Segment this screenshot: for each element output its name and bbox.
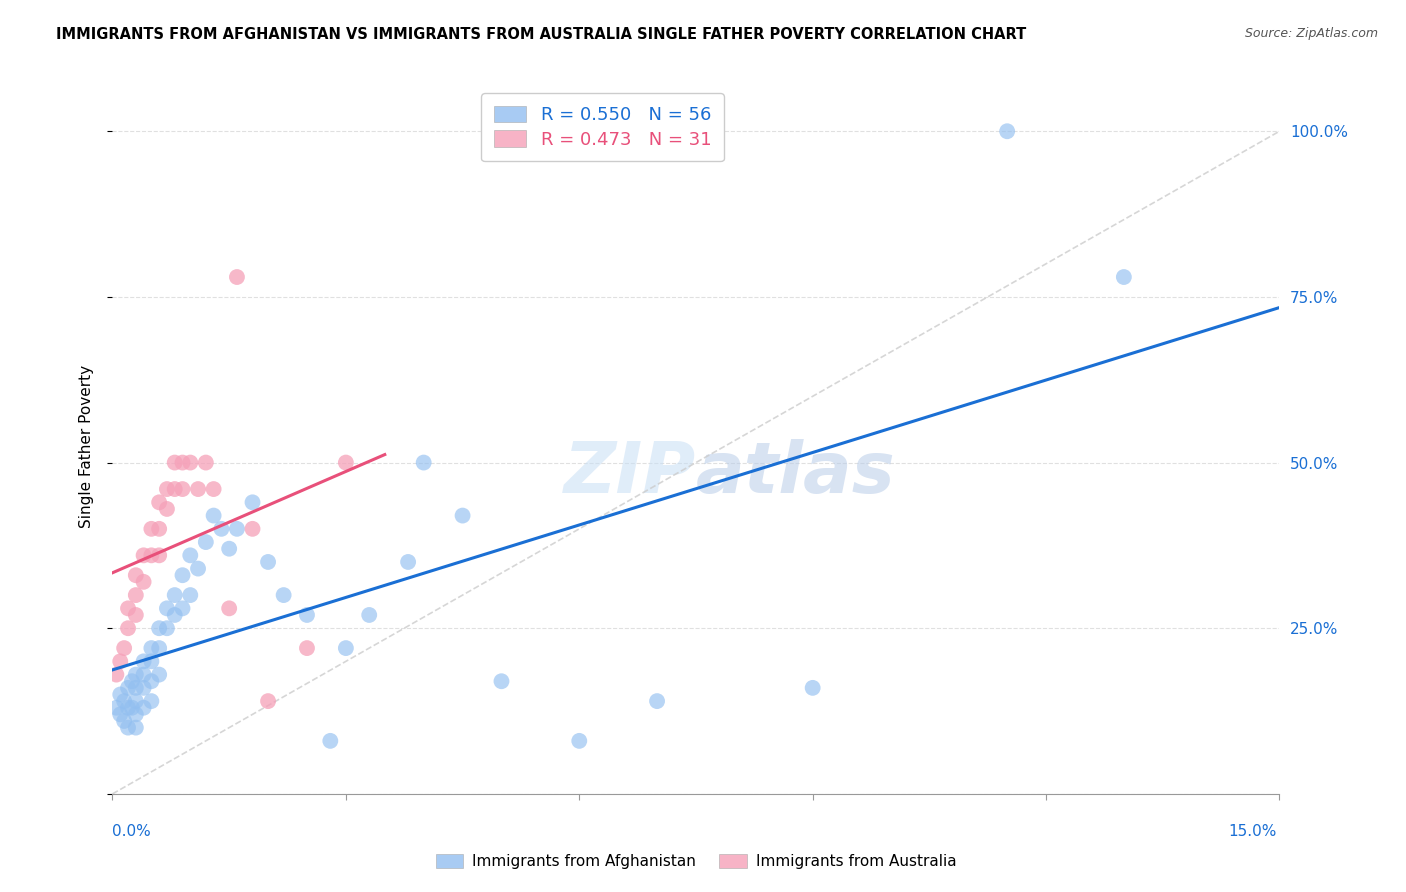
Point — [110, 654, 132, 668]
Point — [163, 588, 186, 602]
Point — [995, 124, 1018, 138]
Point — [141, 654, 163, 668]
Point — [319, 734, 342, 748]
Text: 0.0%: 0.0% — [112, 824, 152, 838]
Point — [112, 694, 135, 708]
Point — [156, 601, 179, 615]
Point — [273, 588, 295, 602]
Point — [132, 700, 155, 714]
Point — [112, 714, 135, 728]
Text: IMMIGRANTS FROM AFGHANISTAN VS IMMIGRANTS FROM AUSTRALIA SINGLE FATHER POVERTY C: IMMIGRANTS FROM AFGHANISTAN VS IMMIGRANT… — [56, 27, 1026, 42]
Point — [801, 681, 824, 695]
Point — [218, 601, 240, 615]
Point — [226, 270, 249, 285]
Point — [412, 456, 434, 470]
Point — [163, 607, 186, 622]
Point — [209, 522, 232, 536]
Point — [125, 681, 148, 695]
Point — [117, 601, 139, 615]
Point — [257, 555, 280, 569]
Point — [132, 654, 155, 668]
Point — [156, 482, 179, 496]
Point — [148, 495, 170, 509]
Point — [121, 700, 143, 714]
Point — [105, 667, 128, 681]
Point — [110, 707, 132, 722]
Point — [132, 667, 155, 681]
Point — [218, 541, 240, 556]
Point — [132, 681, 155, 695]
Point — [396, 555, 419, 569]
Point — [1112, 270, 1135, 285]
Point — [148, 667, 170, 681]
Point — [110, 688, 132, 702]
Point — [125, 667, 148, 681]
Legend: Immigrants from Afghanistan, Immigrants from Australia: Immigrants from Afghanistan, Immigrants … — [427, 847, 965, 877]
Point — [125, 588, 148, 602]
Point — [226, 522, 249, 536]
Point — [194, 456, 217, 470]
Point — [295, 607, 318, 622]
Point — [172, 568, 194, 582]
Point — [202, 482, 225, 496]
Text: atlas: atlas — [696, 440, 896, 508]
Point — [141, 694, 163, 708]
Point — [132, 574, 155, 589]
Point — [335, 641, 357, 656]
Point — [451, 508, 474, 523]
Point — [141, 641, 163, 656]
Text: Source: ZipAtlas.com: Source: ZipAtlas.com — [1244, 27, 1378, 40]
Point — [117, 721, 139, 735]
Point — [179, 549, 201, 563]
Point — [125, 568, 148, 582]
Point — [163, 456, 186, 470]
Point — [117, 621, 139, 635]
Point — [645, 694, 668, 708]
Point — [141, 674, 163, 689]
Point — [156, 621, 179, 635]
Point — [125, 694, 148, 708]
Point — [163, 482, 186, 496]
Point — [121, 674, 143, 689]
Point — [117, 700, 139, 714]
Point — [202, 508, 225, 523]
Point — [257, 694, 280, 708]
Y-axis label: Single Father Poverty: Single Father Poverty — [79, 365, 94, 527]
Point — [295, 641, 318, 656]
Point — [148, 621, 170, 635]
Point — [148, 549, 170, 563]
Point — [179, 456, 201, 470]
Point — [156, 502, 179, 516]
Point — [491, 674, 513, 689]
Point — [172, 456, 194, 470]
Point — [148, 641, 170, 656]
Point — [359, 607, 381, 622]
Text: ZIP: ZIP — [564, 440, 696, 508]
Point — [141, 522, 163, 536]
Point — [105, 700, 128, 714]
Point — [117, 681, 139, 695]
Point — [179, 588, 201, 602]
Point — [187, 482, 209, 496]
Point — [148, 522, 170, 536]
Point — [194, 535, 217, 549]
Point — [172, 601, 194, 615]
Point — [172, 482, 194, 496]
Point — [125, 607, 148, 622]
Point — [568, 734, 591, 748]
Point — [242, 495, 264, 509]
Point — [141, 549, 163, 563]
Point — [242, 522, 264, 536]
Point — [335, 456, 357, 470]
Point — [187, 561, 209, 575]
Point — [112, 641, 135, 656]
Point — [125, 721, 148, 735]
Point — [132, 549, 155, 563]
Point — [125, 707, 148, 722]
Text: 15.0%: 15.0% — [1229, 824, 1277, 838]
